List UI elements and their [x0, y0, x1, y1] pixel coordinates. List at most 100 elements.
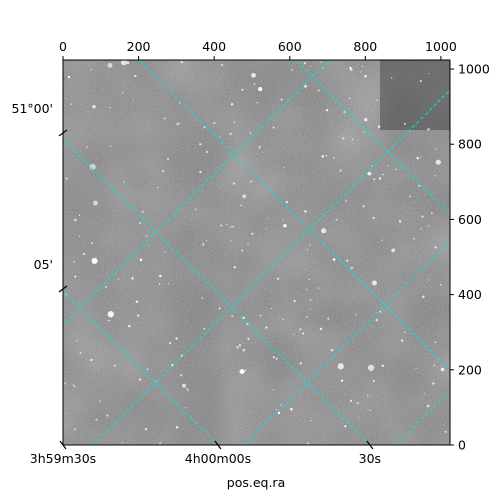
- star: [306, 249, 308, 251]
- y-tick-label: 400: [458, 287, 482, 302]
- star: [271, 290, 273, 292]
- star: [391, 248, 396, 253]
- star: [65, 177, 68, 180]
- star: [67, 75, 71, 79]
- star: [76, 340, 78, 342]
- star: [322, 67, 324, 69]
- star: [427, 128, 430, 131]
- star: [420, 227, 422, 229]
- star: [361, 65, 364, 68]
- star: [307, 442, 309, 445]
- x-tick-label: 200: [127, 39, 151, 54]
- star: [251, 232, 254, 235]
- star: [303, 61, 307, 65]
- star: [434, 341, 437, 344]
- star: [78, 214, 81, 217]
- star: [367, 171, 372, 176]
- star: [138, 378, 142, 381]
- star: [283, 167, 285, 169]
- star: [201, 189, 203, 191]
- star: [113, 364, 116, 367]
- star: [139, 258, 143, 262]
- star: [258, 87, 263, 92]
- star: [418, 184, 421, 187]
- star: [213, 122, 216, 124]
- star: [74, 275, 77, 278]
- star: [282, 318, 284, 320]
- plot-frame: [62, 59, 451, 446]
- star: [155, 380, 157, 382]
- grid-line-dec-5: [63, 139, 371, 445]
- y-tick-label: 800: [458, 137, 482, 152]
- star: [241, 88, 244, 91]
- ra-tick-mark: [214, 440, 222, 450]
- star: [131, 277, 134, 280]
- star: [440, 284, 442, 286]
- star: [186, 388, 188, 390]
- y-axis-right: 0 200 400 600 800 1000: [450, 62, 490, 453]
- star: [280, 98, 283, 101]
- x-tick-label: 600: [278, 39, 302, 54]
- star: [246, 323, 249, 326]
- star: [205, 239, 207, 242]
- star: [164, 251, 166, 253]
- star: [201, 297, 203, 299]
- star: [265, 326, 268, 329]
- image-area: [63, 60, 450, 445]
- star: [277, 411, 281, 415]
- star: [317, 287, 320, 289]
- star: [90, 241, 93, 245]
- star: [219, 136, 221, 138]
- star: [90, 68, 93, 71]
- star: [428, 73, 430, 75]
- star: [412, 237, 415, 240]
- star: [398, 220, 402, 223]
- star: [185, 407, 187, 409]
- star: [381, 239, 383, 242]
- star: [110, 145, 112, 148]
- star: [78, 235, 81, 238]
- star: [308, 278, 311, 281]
- ra-tick-label: 4h00m00s: [185, 451, 251, 466]
- star: [86, 146, 88, 148]
- star: [433, 364, 436, 367]
- star: [202, 243, 205, 246]
- star: [362, 205, 365, 208]
- grid-line-dec-6: [138, 60, 450, 371]
- star: [409, 195, 411, 198]
- star: [262, 151, 263, 153]
- star: [265, 228, 267, 230]
- y-tick-label: 1000: [458, 62, 490, 77]
- star: [337, 363, 344, 370]
- star: [364, 75, 367, 78]
- star: [158, 283, 161, 285]
- star: [148, 245, 151, 247]
- star: [350, 266, 354, 270]
- star: [270, 307, 272, 310]
- star: [180, 374, 183, 377]
- star: [339, 169, 342, 172]
- y-tick-label: 200: [458, 362, 482, 377]
- corner-gradient: [380, 60, 450, 130]
- x-tick-label: 400: [202, 39, 226, 54]
- star: [440, 367, 445, 372]
- star: [427, 224, 430, 227]
- star: [419, 80, 422, 83]
- star: [108, 319, 110, 322]
- star: [391, 77, 393, 79]
- star: [306, 316, 308, 318]
- star: [381, 364, 384, 367]
- star: [199, 171, 202, 174]
- star: [180, 354, 183, 357]
- grid-line-dec-4: [63, 290, 219, 445]
- star: [401, 339, 404, 342]
- star: [373, 178, 376, 181]
- star: [424, 393, 426, 395]
- star: [171, 364, 174, 367]
- star: [89, 163, 96, 170]
- star: [291, 69, 293, 71]
- star: [134, 74, 137, 78]
- star: [250, 180, 253, 183]
- sky-noise: [63, 60, 450, 445]
- star: [120, 60, 128, 66]
